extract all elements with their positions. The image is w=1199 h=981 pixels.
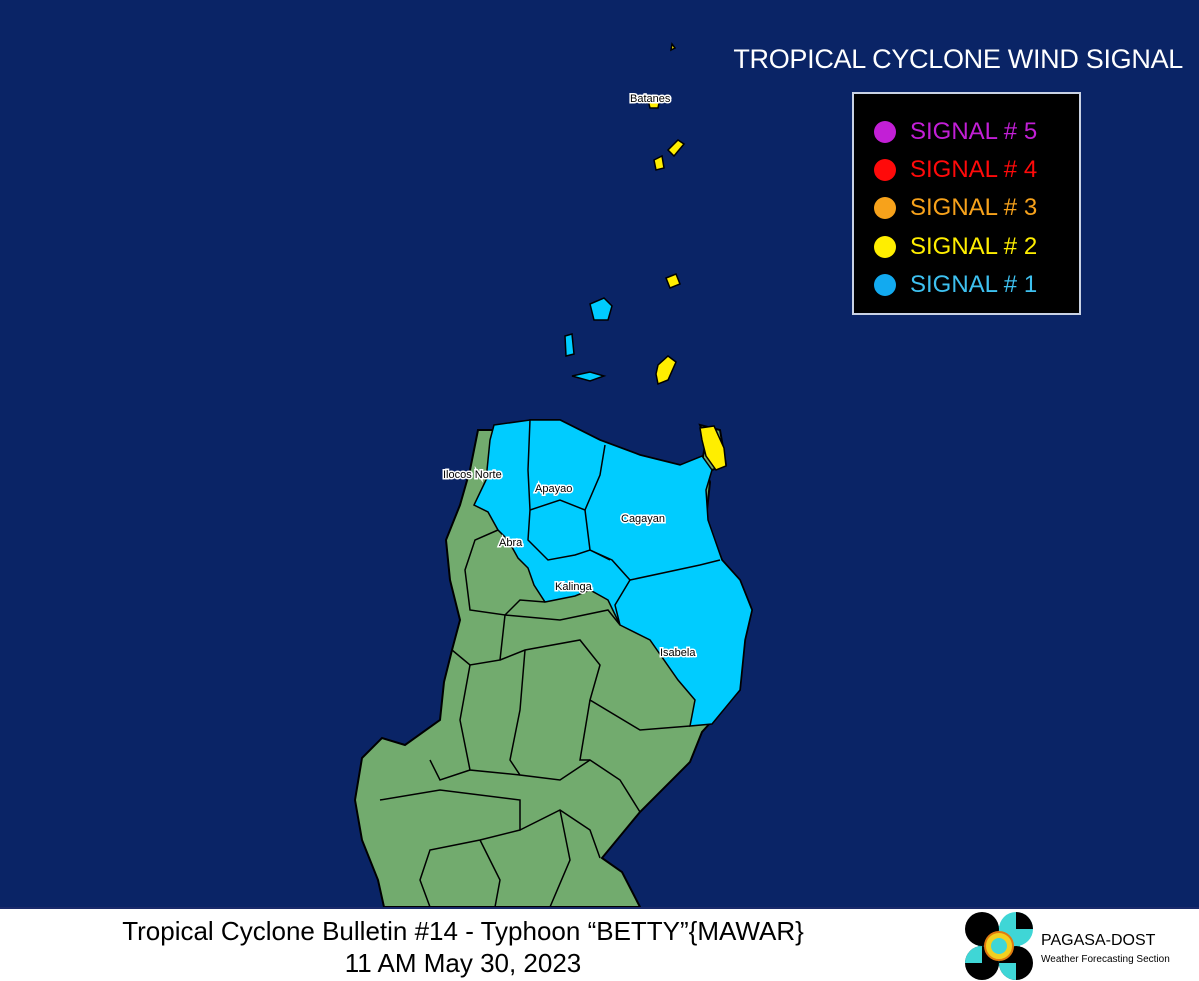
- bulletin-time: 11 AM May 30, 2023: [344, 948, 582, 978]
- label-isabela: Isabela: [660, 647, 696, 659]
- label-ilocos-norte: Ilocos Norte: [443, 469, 502, 481]
- legend-label: SIGNAL # 2: [910, 233, 1038, 260]
- legend-label: SIGNAL # 1: [910, 271, 1038, 298]
- label-batanes: Batanes: [630, 93, 671, 105]
- babuyan-island: [655, 355, 677, 386]
- batanes-island: [666, 139, 686, 158]
- signal-2-dot-icon: [874, 236, 896, 258]
- batanes-island: [647, 97, 661, 109]
- signal-1-area: [473, 419, 753, 727]
- label-abra: Abra: [499, 537, 523, 549]
- legend-label: SIGNAL # 3: [910, 194, 1038, 221]
- batanes-island: [670, 42, 677, 52]
- legend-item-signal-1: SIGNAL # 1: [874, 271, 1037, 299]
- legend-item-signal-3: SIGNAL # 3: [874, 194, 1037, 222]
- legend-item-signal-5: SIGNAL # 5: [874, 118, 1037, 146]
- label-kalinga: Kalinga: [555, 581, 593, 593]
- legend-label: SIGNAL # 4: [910, 156, 1038, 183]
- signal-5-dot-icon: [874, 121, 896, 143]
- agency-name: PAGASA-DOST: [1041, 932, 1156, 949]
- province-borders: [379, 419, 721, 907]
- signal-legend: SIGNAL # 5 SIGNAL # 4 SIGNAL # 3 SIGNAL …: [852, 92, 1081, 315]
- signal-4-dot-icon: [874, 159, 896, 181]
- babuyan-island: [589, 297, 613, 321]
- babuyan-island: [665, 273, 681, 289]
- footer: Tropical Cyclone Bulletin #14 - Typhoon …: [0, 907, 1199, 981]
- signal-2-santa-ana: [699, 425, 727, 471]
- islands: [564, 42, 686, 386]
- legend-item-signal-4: SIGNAL # 4: [874, 156, 1037, 184]
- babuyan-island: [571, 371, 607, 382]
- label-apayao: Apayao: [535, 483, 572, 495]
- section-name: Weather Forecasting Section: [1041, 954, 1170, 965]
- legend-label: SIGNAL # 5: [910, 118, 1038, 145]
- babuyan-island: [564, 333, 575, 357]
- pagasa-logo-icon: [965, 912, 1033, 980]
- bulletin-title: Tropical Cyclone Bulletin #14 - Typhoon …: [122, 916, 804, 946]
- legend-title: TROPICAL CYCLONE WIND SIGNAL: [733, 44, 1183, 74]
- legend-item-signal-2: SIGNAL # 2: [874, 233, 1037, 261]
- batanes-island: [653, 154, 665, 171]
- signal-1-dot-icon: [874, 274, 896, 296]
- signal-3-dot-icon: [874, 197, 896, 219]
- label-cagayan: Cagayan: [621, 513, 665, 525]
